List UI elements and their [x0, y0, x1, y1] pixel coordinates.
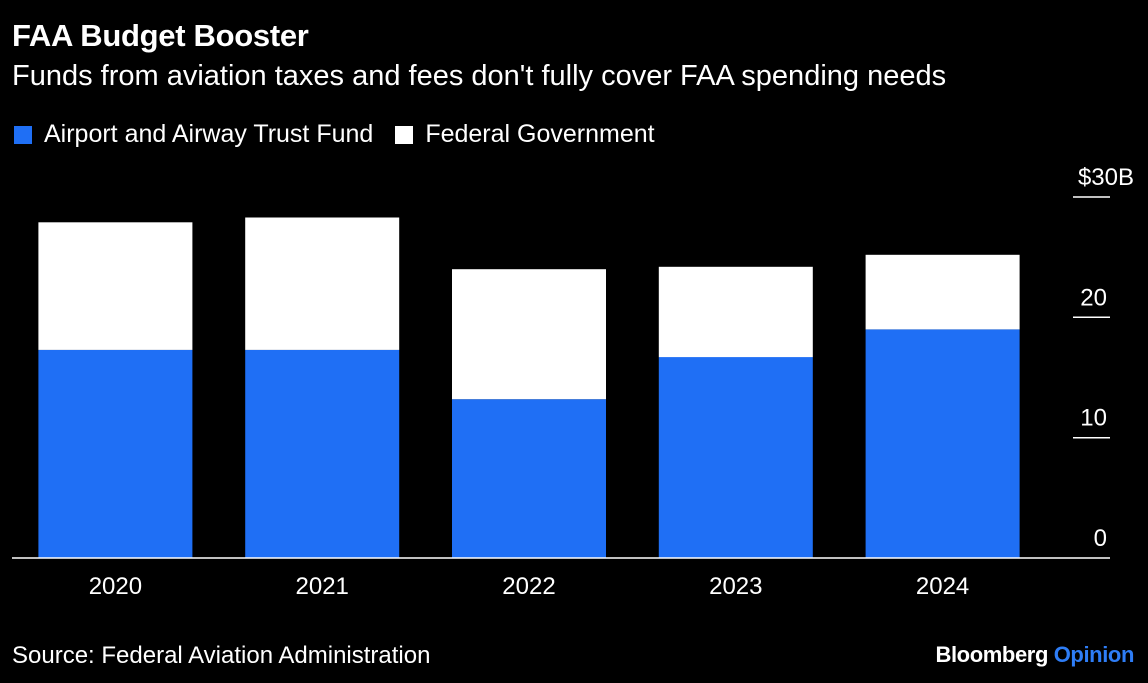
legend-swatch-federal-government [395, 125, 414, 144]
chart-title: FAA Budget Booster [12, 18, 309, 53]
legend: Airport and Airway Trust Fund Federal Go… [14, 120, 677, 149]
x-tick-label-2023: 2023 [709, 573, 762, 600]
y-tick-label-0: 0 [1094, 525, 1107, 552]
legend-item-federal-government: Federal Government [395, 120, 655, 149]
brand-opinion: Opinion [1053, 642, 1135, 667]
chart-subtitle: Funds from aviation taxes and fees don't… [12, 60, 947, 92]
bar-trust-fund-2022 [452, 399, 606, 558]
legend-label-trust-fund: Airport and Airway Trust Fund [44, 120, 374, 148]
bar-trust-fund-2024 [865, 329, 1020, 558]
bar-federal-government-2024 [865, 254, 1020, 330]
y-tick-label-30: $30B [1078, 164, 1134, 191]
x-tick-label-2021: 2021 [296, 573, 349, 600]
bar-federal-government-2023 [658, 266, 813, 358]
x-tick-label-2020: 2020 [89, 573, 142, 600]
y-tick-label-20: 20 [1080, 284, 1107, 311]
bar-federal-government-2020 [38, 222, 193, 350]
x-tick-label-2022: 2022 [502, 573, 555, 600]
legend-label-federal-government: Federal Government [425, 120, 655, 148]
y-tick-label-10: 10 [1080, 405, 1107, 432]
bar-federal-government-2022 [452, 269, 606, 400]
brand-logo: Bloomberg Opinion [935, 642, 1134, 668]
legend-item-trust-fund: Airport and Airway Trust Fund [14, 120, 373, 149]
x-tick-label-2024: 2024 [916, 573, 969, 600]
legend-swatch-trust-fund [14, 125, 32, 144]
bar-trust-fund-2023 [658, 357, 813, 558]
bar-trust-fund-2020 [38, 349, 193, 558]
bar-trust-fund-2021 [245, 349, 400, 558]
brand-bloomberg: Bloomberg [935, 642, 1048, 667]
bar-federal-government-2021 [245, 217, 400, 350]
source-note: Source: Federal Aviation Administration [12, 642, 431, 669]
